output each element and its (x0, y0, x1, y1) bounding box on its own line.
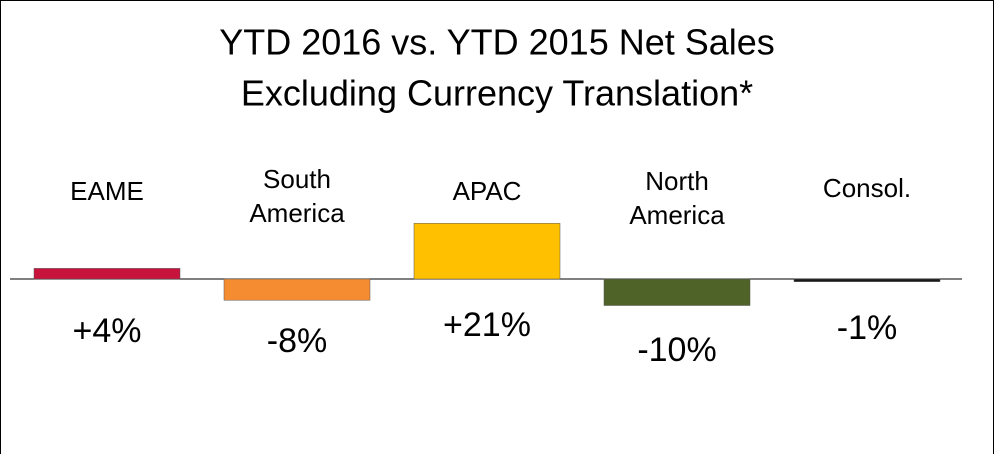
category-label: EAME (70, 176, 144, 206)
chart-title: YTD 2016 vs. YTD 2015 Net Sales (219, 22, 775, 63)
value-label: +4% (73, 312, 142, 350)
bar (413, 223, 561, 280)
bar (603, 278, 751, 306)
chart-title: Excluding Currency Translation* (241, 73, 753, 114)
value-label: -1% (837, 309, 897, 347)
category-label: South America (249, 164, 345, 228)
value-label: -10% (637, 331, 716, 369)
bar (793, 278, 941, 282)
value-label: +21% (443, 306, 531, 344)
category-label: Consol. (823, 173, 911, 203)
category-label: North America (629, 166, 725, 230)
value-label: -8% (267, 322, 327, 360)
bar (223, 278, 371, 301)
category-label: APAC (453, 176, 522, 206)
bar (33, 268, 181, 280)
